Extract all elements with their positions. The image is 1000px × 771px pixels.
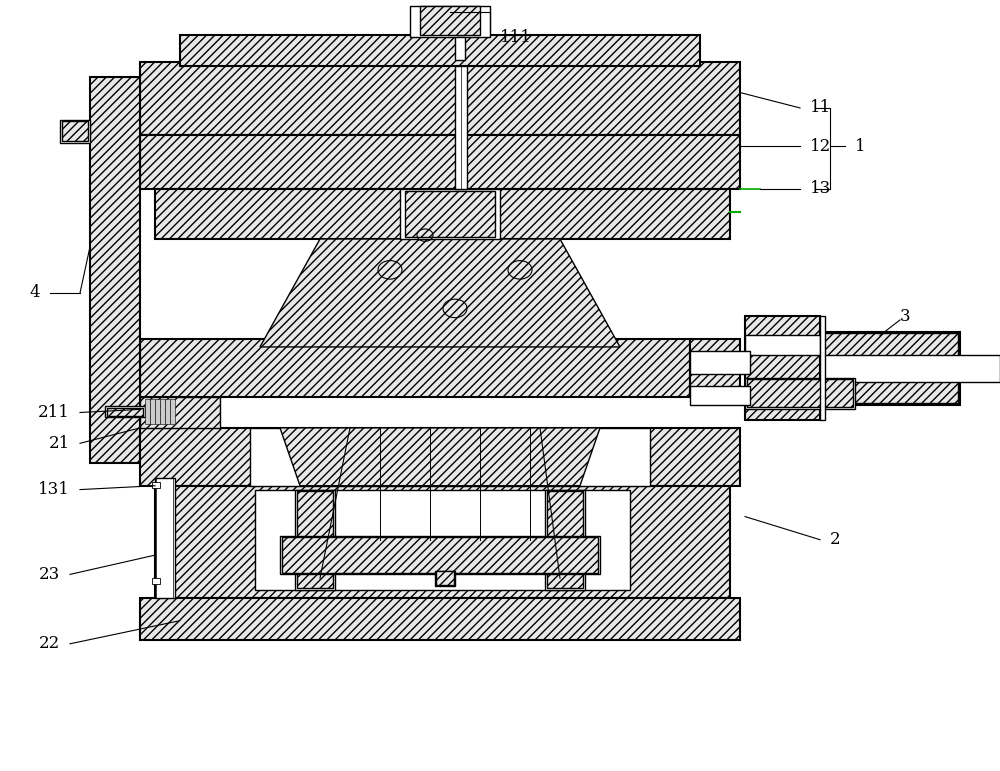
Bar [107, 408, 143, 416]
Bar [155, 478, 175, 598]
Text: 3: 3 [900, 308, 911, 325]
Bar [165, 399, 170, 424]
Bar [140, 428, 740, 486]
Bar [297, 491, 333, 588]
Bar [90, 77, 140, 463]
Bar [820, 355, 1000, 382]
Bar [280, 536, 600, 574]
Bar [155, 189, 730, 239]
Polygon shape [280, 428, 600, 486]
Text: 4: 4 [29, 284, 40, 301]
Text: 131: 131 [38, 481, 70, 498]
Text: 11: 11 [810, 99, 831, 116]
Bar [690, 386, 750, 405]
Bar [180, 35, 700, 66]
Bar [436, 571, 454, 585]
Bar [160, 399, 165, 424]
Bar [155, 399, 160, 424]
Bar [282, 537, 598, 573]
Bar [145, 399, 150, 424]
Bar [435, 571, 455, 586]
Bar [170, 399, 175, 424]
Bar [745, 316, 820, 420]
Text: 111: 111 [500, 29, 532, 45]
Bar [745, 335, 820, 355]
Bar [155, 486, 730, 598]
Bar [822, 333, 958, 403]
Text: 1: 1 [855, 138, 866, 155]
Text: 23: 23 [39, 566, 60, 583]
Bar [140, 339, 690, 397]
Bar [545, 490, 585, 590]
Bar [410, 6, 490, 37]
Bar [140, 397, 220, 428]
Bar [455, 37, 465, 60]
Bar [295, 490, 335, 590]
Bar [255, 490, 630, 590]
Bar [152, 482, 160, 488]
Bar [405, 191, 495, 237]
Bar [455, 66, 467, 189]
Bar [690, 351, 750, 374]
Bar [140, 135, 740, 189]
Bar [690, 339, 740, 397]
Text: 12: 12 [810, 138, 831, 155]
Text: 2: 2 [830, 531, 841, 548]
Bar [150, 399, 155, 424]
Bar [420, 6, 480, 35]
Bar [105, 406, 145, 417]
Bar [140, 598, 740, 640]
Text: 22: 22 [39, 635, 60, 652]
Bar [152, 578, 160, 584]
Text: 13: 13 [810, 180, 831, 197]
Polygon shape [260, 239, 620, 347]
Text: 21: 21 [49, 435, 70, 452]
Bar [62, 121, 88, 141]
Bar [140, 62, 740, 135]
Bar [250, 428, 650, 486]
Text: 211: 211 [38, 404, 70, 421]
Bar [547, 491, 583, 588]
Bar [745, 378, 855, 409]
Bar [820, 332, 960, 405]
Bar [60, 120, 90, 143]
Bar [820, 316, 825, 420]
Bar [747, 379, 853, 407]
Bar [400, 189, 500, 239]
